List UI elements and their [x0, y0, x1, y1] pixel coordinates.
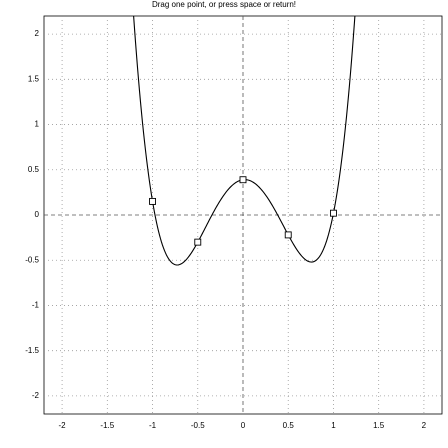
y-tick-label: 1.5	[28, 74, 40, 83]
drag-point[interactable]	[239, 176, 247, 184]
x-tick-label: 0	[241, 421, 246, 430]
y-tick-label: 1	[35, 120, 40, 129]
x-tick-label: 1	[331, 421, 336, 430]
y-tick-label: -0.5	[25, 255, 39, 264]
x-tick-label: -1.5	[100, 421, 114, 430]
x-tick-label: 0.5	[283, 421, 295, 430]
x-tick-label: -2	[59, 421, 67, 430]
y-tick-label: -2	[32, 391, 40, 400]
x-tick-label: 2	[422, 421, 427, 430]
y-tick-label: -1	[32, 301, 40, 310]
y-tick-label: 0	[35, 210, 40, 219]
drag-point[interactable]	[194, 238, 202, 246]
y-tick-label: 0.5	[28, 165, 40, 174]
drag-point[interactable]	[149, 197, 156, 205]
y-tick-label: 2	[35, 29, 40, 38]
drag-point[interactable]	[330, 209, 337, 217]
x-tick-label: -0.5	[191, 421, 205, 430]
drag-point[interactable]	[284, 231, 292, 239]
x-tick-label: -1	[149, 421, 157, 430]
x-tick-label: 1.5	[373, 421, 385, 430]
instruction-title: Drag one point, or press space or return…	[152, 0, 296, 9]
y-tick-label: -1.5	[25, 346, 39, 355]
